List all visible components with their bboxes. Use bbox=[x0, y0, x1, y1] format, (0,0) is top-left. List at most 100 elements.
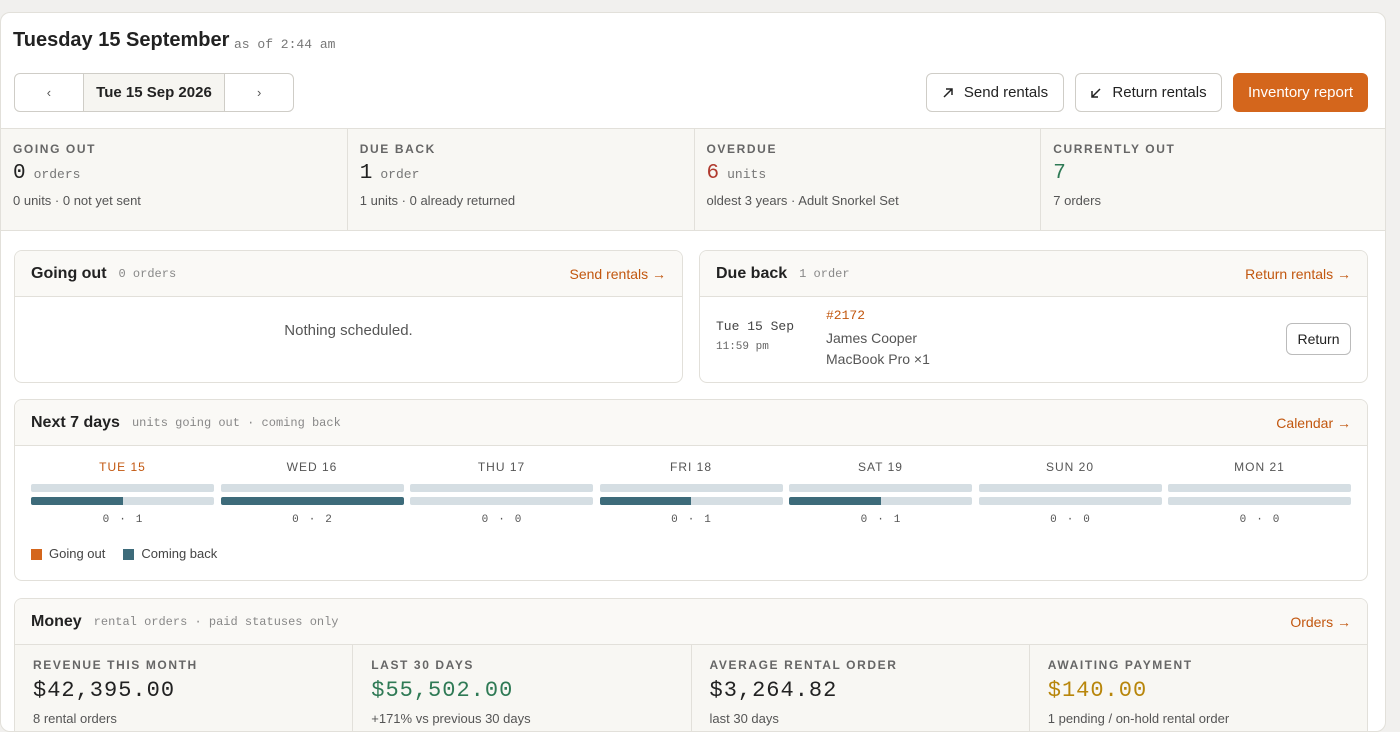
panel-link[interactable]: Calendar → bbox=[1276, 414, 1351, 431]
stat-value: $140.00 bbox=[1047, 678, 1148, 703]
day-counts: 0 · 0 bbox=[1168, 514, 1351, 526]
bar-track bbox=[789, 484, 972, 492]
panel-title: Money bbox=[31, 612, 82, 630]
day: SAT 19 0 · 1 bbox=[789, 460, 972, 526]
stat-value: 7 bbox=[1053, 162, 1066, 185]
day: TUE 15 0 · 1 bbox=[31, 460, 214, 526]
page-title: Tuesday 15 September bbox=[13, 29, 230, 51]
day-counts: 0 · 0 bbox=[410, 514, 593, 526]
going-out-panel: Going out 0 orders Send rentals → Nothing … bbox=[14, 250, 683, 383]
stat: GOING OUT 0 orders 0 units · 0 not yet sent bbox=[1, 129, 348, 230]
separator: · bbox=[308, 514, 316, 526]
out-count: 0 bbox=[860, 514, 868, 526]
order-number[interactable]: #2172 bbox=[826, 308, 866, 323]
stat-sub: 8 rental orders bbox=[33, 711, 117, 726]
bar-track bbox=[978, 497, 1162, 505]
bar-track bbox=[599, 484, 783, 492]
separator: · bbox=[119, 514, 126, 526]
panel-link[interactable]: Orders → bbox=[1290, 613, 1351, 630]
icon bbox=[1091, 87, 1101, 98]
stat-value: $55,502.00 bbox=[371, 678, 514, 703]
return-button[interactable]: Return rentals bbox=[1075, 73, 1222, 112]
bar-track bbox=[220, 484, 404, 492]
stat-value: 0 bbox=[13, 162, 26, 185]
money-stat: LAST 30 DAYS $55,502.00 +171% vs previous … bbox=[353, 645, 692, 731]
stat-label: AWAITING PAYMENT bbox=[1047, 658, 1193, 672]
stat-label: DUE BACK bbox=[359, 142, 436, 156]
as-of: as of 2:44 am bbox=[234, 37, 336, 52]
bar-track bbox=[410, 497, 593, 505]
legend-label: Going out bbox=[49, 546, 106, 561]
bar-track bbox=[599, 497, 783, 505]
money-stats: REVENUE THIS MONTH $42,395.00 8 rental ord… bbox=[15, 645, 1367, 731]
money-stat: AWAITING PAYMENT $140.00 1 pending / on-ho… bbox=[1030, 645, 1367, 731]
bar-track bbox=[31, 484, 214, 492]
day: FRI 18 0 · 1 bbox=[599, 460, 783, 526]
bar-track bbox=[1168, 484, 1351, 492]
next-button[interactable]: › bbox=[256, 85, 262, 100]
stat-label: GOING OUT bbox=[13, 142, 97, 156]
back-count: 1 bbox=[893, 514, 901, 526]
panel-title: Due back bbox=[716, 264, 788, 282]
day-label: WED 16 bbox=[286, 460, 338, 474]
stat-label: OVERDUE bbox=[706, 142, 778, 156]
out-count: 0 bbox=[481, 514, 489, 526]
legend-item: Coming back bbox=[123, 546, 217, 561]
back-count: 0 bbox=[514, 514, 522, 526]
label: Return rentals bbox=[1112, 84, 1207, 101]
bar-track bbox=[220, 497, 404, 505]
label: Inventory report bbox=[1247, 84, 1354, 101]
money-panel: Money rental orders · paid statuses only O… bbox=[14, 598, 1368, 731]
stat-label: CURRENTLY OUT bbox=[1053, 142, 1176, 156]
day-label: TUE 15 bbox=[99, 460, 146, 474]
day-label: SUN 20 bbox=[1045, 460, 1095, 474]
money-stat: AVERAGE RENTAL ORDER $3,264.82 last 30 day… bbox=[692, 645, 1030, 731]
bar-track bbox=[1168, 497, 1351, 505]
day-counts: 0 · 1 bbox=[31, 514, 214, 526]
out-count: 0 bbox=[292, 514, 299, 526]
day-label: MON 21 bbox=[1234, 460, 1285, 474]
stat-sub: 7 orders bbox=[1053, 193, 1101, 208]
day-label: SAT 19 bbox=[858, 460, 903, 474]
send-button[interactable]: Send rentals bbox=[926, 73, 1064, 112]
separator: · bbox=[498, 514, 505, 526]
stats: GOING OUT 0 orders 0 units · 0 not yet sent… bbox=[1, 128, 1385, 231]
panel-count: 0 orders bbox=[118, 266, 177, 281]
back-count: 1 bbox=[704, 514, 711, 526]
inventory-button[interactable]: Inventory report bbox=[1233, 73, 1368, 112]
return-action[interactable]: Return bbox=[1286, 323, 1351, 355]
stat-unit: orders bbox=[33, 167, 81, 182]
icon bbox=[943, 87, 953, 98]
prev-button[interactable]: ‹ bbox=[46, 85, 52, 100]
stat-unit: order bbox=[380, 167, 420, 182]
bar-track bbox=[31, 497, 214, 505]
day-counts: 0 · 0 bbox=[979, 514, 1162, 526]
bar-track bbox=[789, 497, 972, 505]
stat: CURRENTLY OUT 7 7 orders bbox=[1041, 129, 1385, 230]
dashboard: Tuesday 15 September as of 2:44 am ‹ Tue… bbox=[0, 12, 1386, 732]
bar-track bbox=[978, 484, 1162, 492]
separator: · bbox=[1066, 514, 1074, 526]
stat-value: 6 bbox=[706, 162, 720, 185]
stat: DUE BACK 1 order 1 units · 0 already return… bbox=[348, 129, 695, 230]
stat-value: $42,395.00 bbox=[33, 678, 176, 703]
back-count: 0 bbox=[1272, 514, 1280, 526]
legend: Going out Coming back bbox=[31, 546, 217, 561]
day: WED 16 0 · 2 bbox=[220, 460, 404, 526]
bar bbox=[220, 497, 404, 505]
stat-sub: oldest 3 years · Adult Snorkel Set bbox=[706, 193, 899, 208]
stat-sub: last 30 days bbox=[709, 711, 779, 726]
due-time: 11:59 pm bbox=[716, 341, 769, 353]
panel-title: Going out bbox=[31, 264, 107, 282]
day-counts: 0 · 1 bbox=[789, 514, 972, 526]
panel-link[interactable]: Return rentals → bbox=[1245, 265, 1351, 282]
days: TUE 15 0 · 1 WED 16 0 · 2 THU 17 0 · 0 FRI 18 0 · 1 SAT … bbox=[31, 460, 1351, 526]
panel-subtitle: rental orders · paid statuses only bbox=[93, 614, 339, 629]
day-counts: 0 · 1 bbox=[600, 514, 783, 526]
stat-value: $3,264.82 bbox=[709, 678, 838, 703]
out-count: 0 bbox=[1239, 514, 1247, 526]
due-date: Tue 15 Sep bbox=[716, 319, 795, 334]
panel-link[interactable]: Send rentals → bbox=[569, 265, 667, 282]
customer: James Cooper bbox=[826, 330, 918, 346]
next7-panel: Next 7 days units going out · coming back… bbox=[14, 399, 1368, 581]
